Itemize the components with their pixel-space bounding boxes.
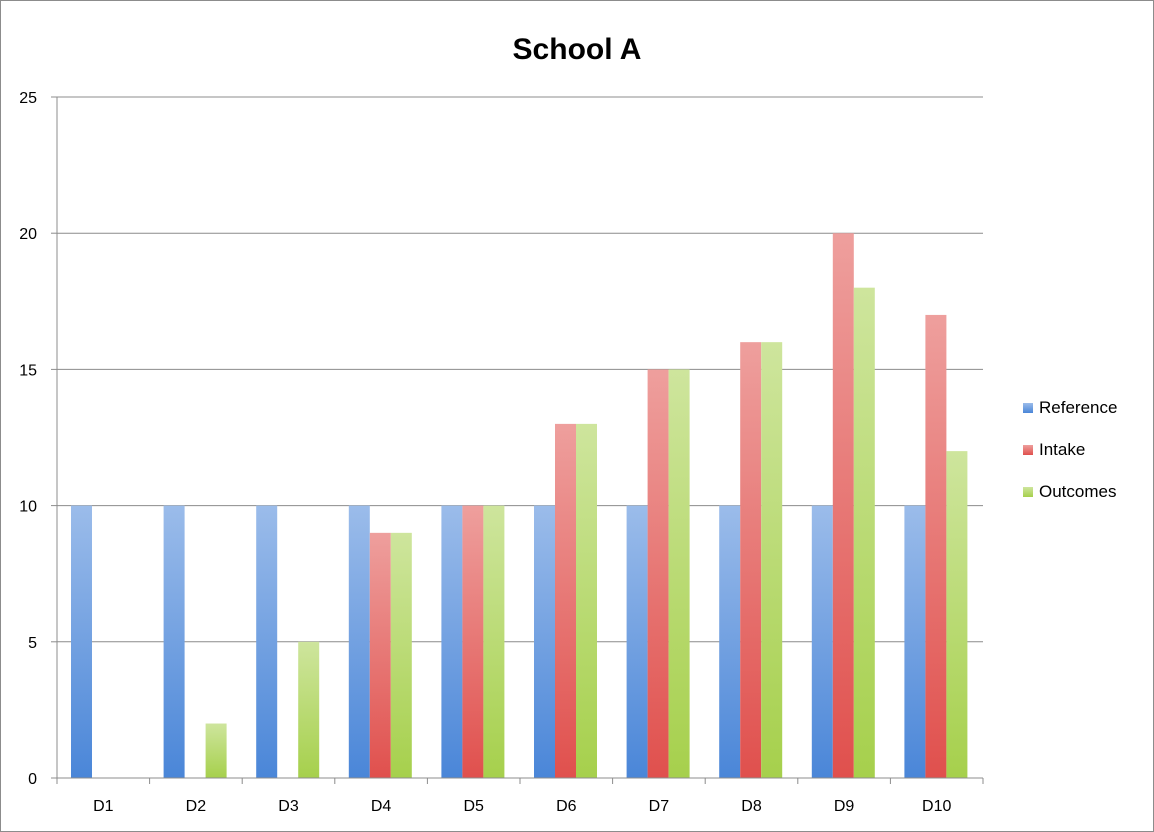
bar-reference-d6 [534,505,555,778]
y-tick-label: 5 [28,635,37,652]
legend: Reference Intake Outcomes [1023,398,1117,501]
bar-outcomes-d4 [390,532,412,778]
legend-label-intake: Intake [1039,440,1085,459]
bar-outcomes-d7 [668,369,690,778]
x-tick-label: D3 [278,798,299,815]
y-tick-label: 15 [19,362,37,379]
axes [51,96,984,784]
bar-reference-d4 [348,505,370,778]
bar-outcomes-d6 [576,423,597,778]
bar-intake-d8 [740,342,762,778]
bar-reference-d2 [163,505,185,778]
x-tick-label: D1 [93,798,114,815]
bar-reference-d1 [71,505,92,778]
x-tick-label: D5 [463,798,484,815]
bar-reference-d7 [626,505,648,778]
y-tick-labels: 0 5 10 15 20 25 [19,90,37,788]
legend-swatch-intake [1023,445,1033,455]
bar-reference-d3 [256,505,278,778]
bar-outcomes-d10 [946,451,968,778]
y-tick-label: 0 [28,771,37,788]
x-tick-label: D2 [186,798,207,815]
legend-swatch-outcomes [1023,487,1033,497]
y-tick-label: 10 [19,499,37,516]
bar-intake-d10 [925,314,947,778]
x-tick-label: D10 [922,798,951,815]
bar-reference-d10 [904,505,926,778]
bars [71,233,968,778]
legend-label-outcomes: Outcomes [1039,482,1116,501]
y-tick-label: 20 [19,226,37,243]
chart-title: School A [513,33,642,66]
x-tick-label: D6 [556,798,577,815]
bar-reference-d9 [811,505,833,778]
x-tick-label: D7 [649,798,670,815]
bar-intake-d6 [555,423,576,778]
legend-swatch-reference [1023,403,1033,413]
bar-reference-d8 [719,505,741,778]
bar-outcomes-d5 [483,505,505,778]
bar-intake-d9 [832,233,854,778]
bar-intake-d4 [369,532,391,778]
bar-outcomes-d9 [853,287,875,778]
bar-reference-d5 [441,505,463,778]
bar-intake-d5 [462,505,484,778]
x-tick-label: D4 [371,798,392,815]
bar-intake-d7 [647,369,669,778]
x-tick-label: D8 [741,798,762,815]
x-tick-labels: D1 D2 D3 D4 D5 D6 D7 D8 D9 D10 [93,798,951,815]
x-tick-label: D9 [834,798,855,815]
bar-outcomes-d2 [205,723,227,778]
y-tick-label: 25 [19,90,37,107]
bar-outcomes-d3 [298,641,320,778]
bar-outcomes-d8 [761,342,783,778]
legend-label-reference: Reference [1039,398,1117,417]
